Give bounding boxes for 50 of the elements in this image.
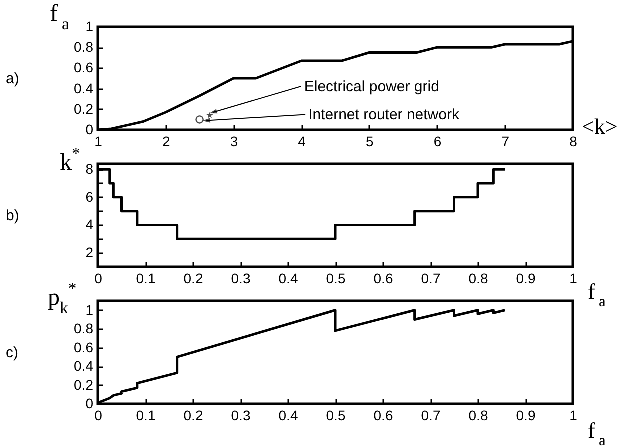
y-tick-label: 8 [86,161,94,178]
x-tick-label: 1 [570,408,578,424]
x-tick-label: 0.2 [184,270,204,286]
x-tick-label: 0.6 [374,270,394,286]
y-tick-label: 0.4 [74,358,94,374]
y-tick-label: 0.2 [74,376,94,393]
x-tick-label: 0.1 [136,408,156,424]
x-tick-label: 0.1 [136,270,156,286]
text: b) [6,208,20,224]
x-tick-label: 7 [502,134,510,150]
y-tick-label: 1 [86,302,94,318]
y-axis-title: k* [60,144,80,176]
x-axis-title: <k> [582,114,618,139]
y-tick-label: 0.4 [74,80,94,96]
y-tick-label: 0.6 [74,60,94,76]
y-tick-label: 0.8 [74,320,94,337]
y-tick-label: 0.8 [74,39,94,56]
x-tick-label: 1 [570,270,578,286]
x-tick-label: 0.8 [468,408,488,424]
x-tick-label: 0.9 [516,270,536,286]
x-tick-label: 3 [230,134,238,150]
x-tick-label: 0.4 [278,270,298,286]
x-tick-label: 0.6 [374,408,394,424]
x-tick-label: 6 [434,134,442,150]
x-tick-label: 0.8 [468,270,488,286]
x-tick-label: 0.3 [231,270,251,286]
annotation: Internet router network [308,106,460,124]
y-tick-label: 2 [86,244,94,261]
y-tick-label: 0.2 [74,100,94,117]
x-tick-label: 0.5 [326,408,346,424]
x-tick-label: 0.5 [326,270,346,286]
x-tick-label: 0.7 [421,408,441,424]
x-tick-label: 0.4 [278,408,298,424]
x-tick-label: 5 [366,134,374,150]
x-tick-label: 0.2 [184,408,204,424]
y-tick-label: 0 [86,122,94,138]
x-tick-label: 2 [162,134,170,150]
y-tick-label: 0.6 [74,339,94,356]
annotation: Electrical power grid [304,78,440,96]
x-tick-label: 0.9 [516,408,536,424]
x-tick-label: 4 [298,134,306,150]
y-tick-label: 0 [86,396,94,412]
y-tick-label: 6 [86,188,94,205]
x-tick-label: 0.7 [421,270,441,286]
y-tick-label: 1 [86,18,94,34]
text: c) [6,344,18,362]
y-tick-label: 4 [86,216,94,233]
text: a) [6,70,20,88]
x-tick-label: 8 [570,134,578,150]
x-tick-label: 0.3 [231,408,251,424]
